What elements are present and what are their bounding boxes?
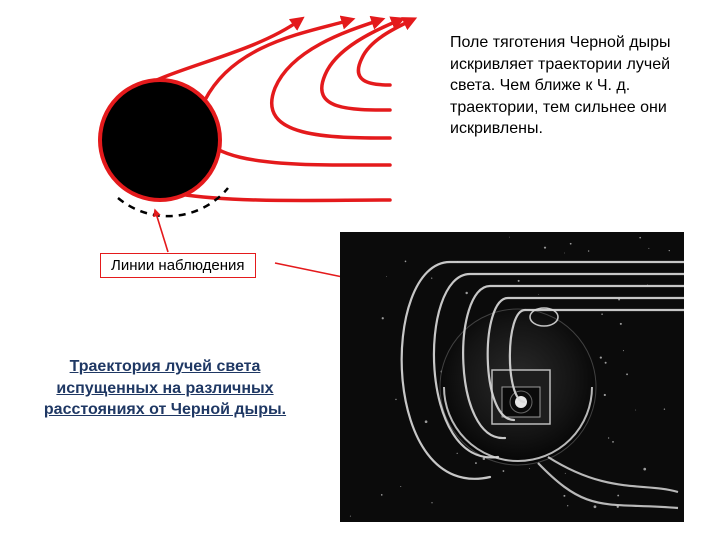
subtitle-heading: Траектория лучей света испущенных на раз… [40, 356, 290, 421]
blackhole-photo-svg [340, 232, 684, 522]
observation-lines-label-text: Линии наблюдения [111, 257, 245, 274]
subtitle-heading-text: Траектория лучей света испущенных на раз… [44, 358, 286, 418]
description-paragraph: Поле тяготения Черной дыры искривляет тр… [450, 32, 675, 140]
observation-lines-label: Линии наблюдения [100, 253, 256, 278]
light-trajectory-diagram [30, 10, 420, 240]
description-text: Поле тяготения Черной дыры искривляет тр… [450, 34, 671, 137]
blackhole-photo [340, 232, 684, 522]
